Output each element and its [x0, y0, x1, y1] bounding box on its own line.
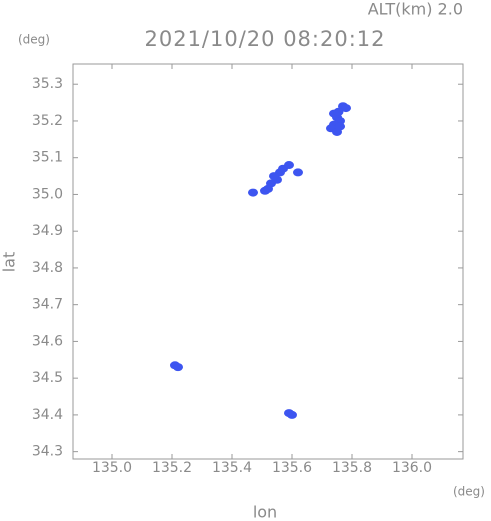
chart-title: 2021/10/20 08:20:12	[144, 27, 385, 51]
x-axis-label: lon	[253, 503, 277, 521]
y-tick-label: 35.1	[32, 150, 63, 166]
y-tick-label: 34.4	[32, 407, 63, 423]
echo-point	[170, 361, 180, 370]
y-tick-label: 35.3	[32, 76, 63, 92]
y-axis-label: lat	[0, 252, 19, 273]
echo-point	[269, 172, 279, 181]
y-tick-label: 34.5	[32, 370, 63, 386]
x-tick-label: 135.6	[272, 460, 312, 476]
echo-point	[287, 410, 297, 419]
echo-point	[293, 168, 303, 177]
y-tick-label: 34.3	[32, 444, 63, 460]
annotation: ALT(km) 2.0	[368, 0, 463, 19]
y-tick-label: 34.8	[32, 260, 63, 276]
x-tick-label: 135.2	[152, 460, 192, 476]
y-unit: (deg)	[18, 33, 50, 47]
plot-frame	[72, 63, 464, 460]
x-tick-label: 135.8	[332, 460, 372, 476]
y-tick-label: 35.2	[32, 113, 63, 129]
echo-point	[341, 104, 351, 113]
echo-point	[260, 186, 270, 195]
y-tick-label: 34.7	[32, 297, 63, 313]
y-tick-label: 35.0	[32, 186, 63, 202]
x-tick-label: 135.4	[212, 460, 252, 476]
echo-point	[284, 161, 294, 170]
echo-point	[248, 188, 258, 197]
y-tick-label: 34.9	[32, 223, 63, 239]
x-unit: (deg)	[453, 485, 485, 499]
x-tick-label: 135.0	[92, 460, 132, 476]
echo-point	[333, 107, 344, 116]
x-tick-label: 136.0	[392, 460, 432, 476]
echo-point	[335, 122, 345, 131]
y-tick-label: 34.6	[32, 333, 63, 349]
